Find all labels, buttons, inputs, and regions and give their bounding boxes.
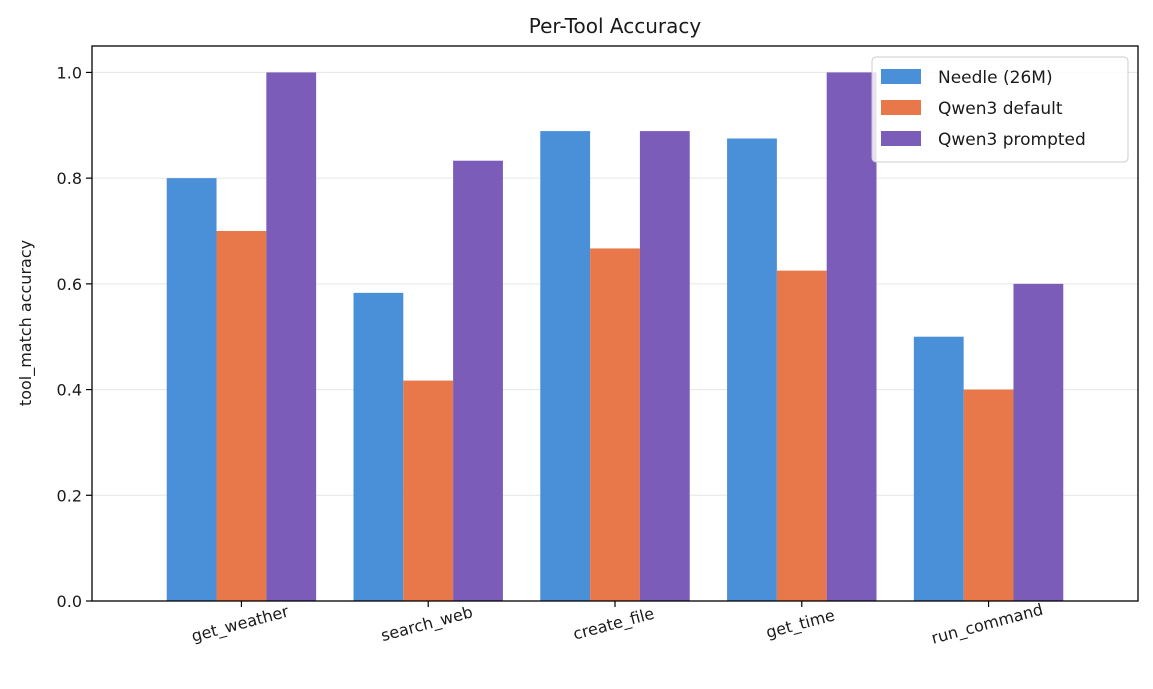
y-tick-label: 0.4 bbox=[57, 381, 82, 400]
bar-qwen3-prompted-run-command bbox=[1013, 283, 1064, 601]
legend-label: Needle (26M) bbox=[938, 68, 1053, 88]
legend-label: Qwen3 default bbox=[938, 99, 1063, 119]
legend-swatch bbox=[881, 69, 921, 84]
chart-title: Per-Tool Accuracy bbox=[529, 14, 702, 38]
legend: Needle (26M) Qwen3 default Qwen3 prompted bbox=[871, 56, 1129, 163]
x-tick-label: get_time bbox=[764, 605, 837, 643]
bar-needle-26m-create-file bbox=[540, 131, 591, 601]
x-tick-label: get_weather bbox=[189, 601, 291, 646]
y-tick-label: 0.8 bbox=[57, 169, 82, 188]
legend-swatch bbox=[881, 131, 921, 146]
x-axis: get_weather search_web create_file get_time… bbox=[189, 600, 1045, 649]
y-tick-label: 0.6 bbox=[57, 275, 82, 294]
x-tick-label: run_command bbox=[929, 600, 1045, 649]
y-axis-label: tool_match accuracy bbox=[16, 240, 36, 406]
y-tick-label: 0.0 bbox=[57, 592, 82, 611]
bars bbox=[166, 72, 1064, 601]
legend-label: Qwen3 prompted bbox=[938, 130, 1086, 150]
bar-qwen3-prompted-get-weather bbox=[266, 72, 317, 601]
bar-qwen3-prompted-get-time bbox=[826, 72, 877, 601]
bar-qwen3-default-run-command bbox=[963, 389, 1014, 601]
x-tick-label: create_file bbox=[571, 604, 656, 645]
bar-qwen3-default-get-weather bbox=[216, 231, 267, 601]
bar-qwen3-default-search-web bbox=[403, 380, 454, 601]
bar-needle-26m-run-command bbox=[913, 336, 964, 601]
bar-qwen3-prompted-search-web bbox=[453, 160, 503, 601]
bar-qwen3-prompted-create-file bbox=[639, 131, 690, 601]
bar-qwen3-default-get-time bbox=[776, 270, 827, 601]
y-axis: 0.0 0.2 0.4 0.6 0.8 1.0 bbox=[57, 63, 92, 611]
bar-needle-26m-get-time bbox=[727, 138, 777, 601]
y-tick-label: 0.2 bbox=[57, 486, 82, 505]
y-tick-label: 1.0 bbox=[57, 63, 82, 82]
legend-swatch bbox=[881, 100, 921, 115]
bar-needle-26m-get-weather bbox=[166, 178, 217, 601]
bar-qwen3-default-create-file bbox=[590, 248, 640, 601]
legend-box bbox=[871, 56, 1129, 163]
bar-needle-26m-search-web bbox=[353, 292, 404, 601]
x-tick-label: search_web bbox=[379, 602, 475, 646]
